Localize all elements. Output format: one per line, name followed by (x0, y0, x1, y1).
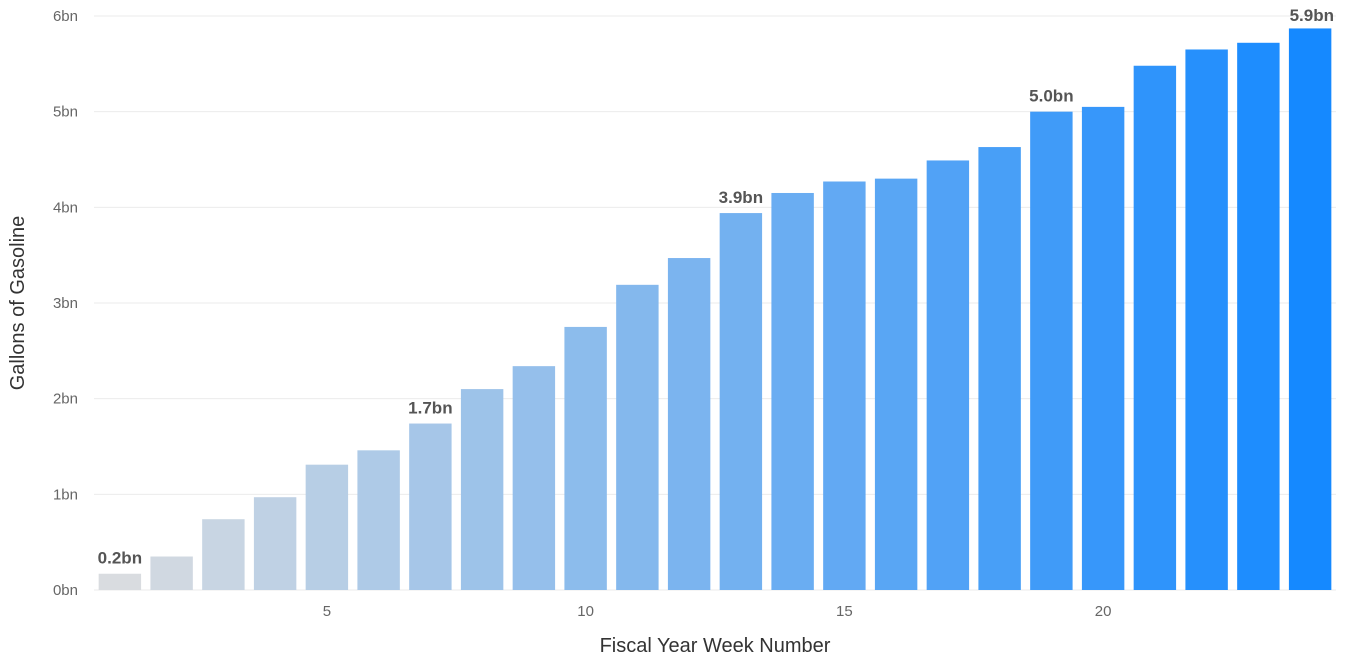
y-tick-label: 0bn (53, 582, 78, 599)
bar (1133, 65, 1177, 591)
bar (1237, 42, 1280, 590)
data-label: 5.0bn (1029, 87, 1073, 106)
y-tick-label: 2bn (53, 391, 78, 408)
bar (719, 213, 763, 590)
bar (1030, 111, 1073, 591)
bar (1081, 106, 1125, 590)
x-axis-title: Fiscal Year Week Number (600, 635, 831, 657)
y-tick-label: 1bn (53, 486, 78, 503)
bar (98, 573, 142, 590)
x-tick-labels: 5 10 15 20 (323, 603, 1112, 620)
y-tick-label: 6bn (53, 8, 78, 25)
bar (1185, 49, 1228, 590)
bar (616, 284, 659, 590)
y-axis-title: Gallons of Gasoline (7, 216, 29, 391)
data-label: 5.9bn (1290, 6, 1334, 25)
data-label: 1.7bn (408, 399, 452, 418)
bar (823, 181, 866, 590)
bar (564, 326, 607, 590)
y-tick-label: 3bn (53, 295, 78, 312)
bar (978, 147, 1021, 590)
y-tick-label: 4bn (53, 199, 78, 216)
bar (512, 366, 556, 590)
bar (667, 258, 711, 590)
y-tick-label: 5bn (53, 104, 78, 121)
bars (98, 28, 1332, 591)
x-tick-label: 10 (577, 603, 594, 620)
bar (1288, 28, 1332, 591)
bar (771, 192, 814, 590)
bar (460, 389, 504, 590)
data-labels: 0.2bn 1.7bn 3.9bn 5.0bn 5.9bn (98, 6, 1334, 568)
bar (926, 160, 970, 590)
x-tick-label: 5 (323, 603, 331, 620)
data-label: 3.9bn (719, 188, 763, 207)
gridlines (94, 15, 1336, 591)
bar (150, 556, 193, 590)
bar (202, 519, 245, 590)
x-tick-label: 15 (836, 603, 853, 620)
bar (305, 464, 349, 590)
data-label: 0.2bn (98, 549, 142, 568)
bar (874, 178, 918, 590)
bar (357, 450, 400, 590)
x-tick-label: 20 (1095, 603, 1112, 620)
y-tick-labels: 0bn 1bn 2bn 3bn 4bn 5bn 6bn (53, 8, 78, 599)
bar (253, 497, 297, 590)
bar (409, 423, 452, 590)
